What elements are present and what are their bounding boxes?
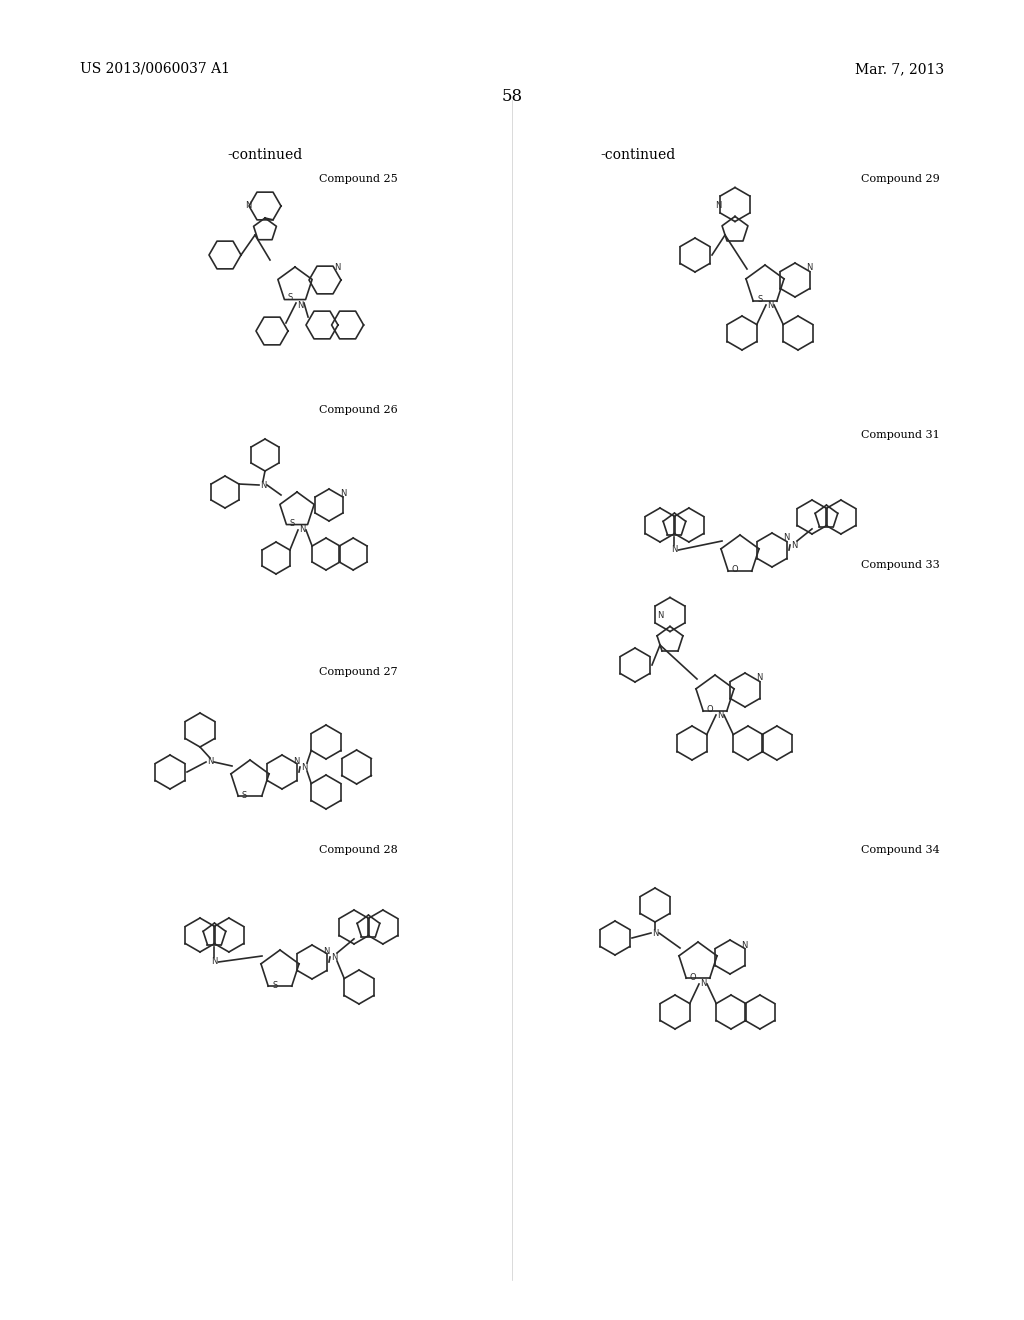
Text: O: O — [690, 973, 696, 982]
Text: N: N — [245, 201, 251, 210]
Text: N: N — [331, 953, 337, 961]
Text: Compound 27: Compound 27 — [319, 667, 398, 677]
Text: Compound 31: Compound 31 — [861, 430, 940, 440]
Text: N: N — [717, 710, 723, 719]
Text: N: N — [207, 758, 213, 767]
Text: Compound 26: Compound 26 — [319, 405, 398, 414]
Text: N: N — [652, 928, 658, 937]
Text: -continued: -continued — [227, 148, 303, 162]
Text: N: N — [340, 488, 346, 498]
Text: N: N — [260, 480, 266, 490]
Text: N: N — [301, 763, 307, 771]
Text: -continued: -continued — [600, 148, 676, 162]
Text: N: N — [791, 540, 798, 549]
Text: N: N — [672, 545, 678, 554]
Text: Compound 28: Compound 28 — [319, 845, 398, 855]
Text: S: S — [758, 294, 763, 304]
Text: N: N — [715, 201, 721, 210]
Text: N: N — [297, 301, 303, 309]
Text: O: O — [732, 565, 738, 573]
Text: N: N — [211, 957, 218, 966]
Text: N: N — [699, 979, 707, 989]
Text: 58: 58 — [502, 88, 522, 106]
Text: S: S — [242, 791, 247, 800]
Text: Compound 25: Compound 25 — [319, 174, 398, 183]
Text: N: N — [806, 264, 812, 272]
Text: N: N — [334, 264, 340, 272]
Text: N: N — [323, 948, 329, 957]
Text: N: N — [656, 610, 664, 619]
Text: S: S — [288, 293, 293, 301]
Text: N: N — [767, 301, 773, 309]
Text: N: N — [740, 940, 748, 949]
Text: Compound 33: Compound 33 — [861, 560, 940, 570]
Text: Mar. 7, 2013: Mar. 7, 2013 — [855, 62, 944, 77]
Text: Compound 29: Compound 29 — [861, 174, 940, 183]
Text: N: N — [299, 525, 305, 535]
Text: Compound 34: Compound 34 — [861, 845, 940, 855]
Text: S: S — [272, 981, 278, 990]
Text: N: N — [782, 533, 790, 543]
Text: N: N — [293, 758, 299, 767]
Text: N: N — [756, 673, 762, 682]
Text: O: O — [707, 705, 714, 714]
Text: S: S — [290, 520, 295, 528]
Text: US 2013/0060037 A1: US 2013/0060037 A1 — [80, 62, 230, 77]
